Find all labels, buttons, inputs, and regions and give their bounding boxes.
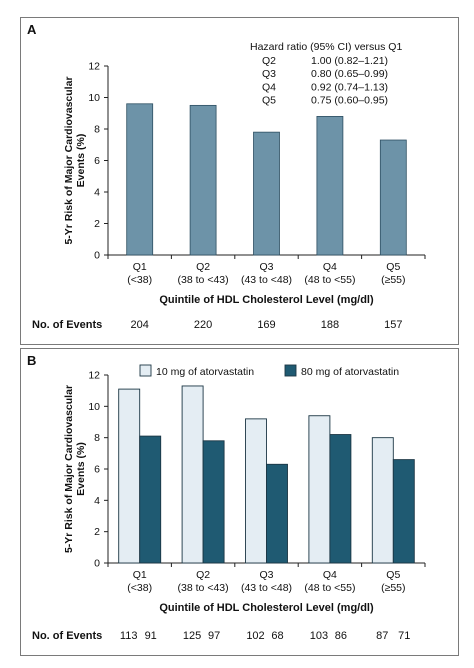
panel-a-bar-q4: [316, 116, 344, 256]
hazard-ratio-value: 0.75 (0.60–0.95): [311, 95, 388, 107]
panel-a-x-tick-label: Q4: [323, 261, 337, 273]
panel-b-bar-80mg-q1: [139, 435, 162, 564]
panel-a-bar-q2: [189, 104, 217, 256]
panel-b-y-tick-label: 4: [94, 495, 100, 507]
panel-a-x-tick-range: (≥55): [381, 274, 405, 286]
panel-a-y-axis-label-line: 5-Yr Risk of Major Cardiovascular: [63, 76, 75, 244]
panel-b-events-80mg: 86: [335, 630, 347, 642]
panel-a-bar-q5: [379, 139, 407, 256]
panel-b-bar-10mg-q4: [308, 415, 331, 564]
panel-b-x-tick-label: Q4: [323, 569, 337, 581]
panel-b-x-tick-range: (38 to <43): [178, 582, 229, 594]
panel-b-letter: B: [27, 353, 36, 368]
hazard-ratio-quintile: Q5: [262, 95, 276, 107]
panel-a-events-count: 188: [321, 319, 339, 331]
panel-a-events-count: 204: [131, 319, 149, 331]
panel-b-x-tick-label: Q5: [386, 569, 400, 581]
panel-a-frame: [20, 17, 459, 345]
legend-label-80mg: 80 mg of atorvastatin: [301, 366, 399, 378]
panel-a-y-axis-label: 5-Yr Risk of Major CardiovascularEvents …: [63, 76, 87, 244]
hazard-ratio-quintile: Q4: [262, 81, 276, 93]
panel-b-bar-80mg-q2: [202, 440, 225, 564]
legend-label-10mg: 10 mg of atorvastatin: [156, 366, 254, 378]
panel-a-events-label: No. of Events: [32, 319, 102, 331]
panel-b-events-80mg: 91: [145, 630, 157, 642]
panel-a-bar-q3: [253, 131, 280, 256]
panel-a-y-tick-label: 6: [94, 155, 100, 167]
panel-b-events-10mg: 102: [246, 630, 264, 642]
hazard-ratio-value: 1.00 (0.82–1.21): [311, 55, 388, 67]
panel-b-x-tick-range: (48 to <55): [304, 582, 355, 594]
panel-b-y-tick-label: 2: [94, 526, 100, 538]
panel-b-y-tick-label: 10: [88, 401, 100, 413]
panel-a-y-tick-label: 8: [94, 124, 100, 136]
panel-b-bar-10mg-q1: [118, 388, 141, 564]
panel-b-events-10mg: 87: [376, 630, 388, 642]
panel-a-x-axis-label: Quintile of HDL Cholesterol Level (mg/dl…: [159, 294, 374, 306]
panel-a-events-count: 169: [257, 319, 275, 331]
panel-b-y-tick-label: 0: [94, 558, 100, 570]
panel-b-x-tick-range: (43 to <48): [241, 582, 292, 594]
panel-b-events-10mg: 113: [120, 630, 138, 642]
panel-b-y-tick-label: 12: [88, 370, 100, 382]
panel-a-y-tick-label: 2: [94, 218, 100, 230]
panel-b-x-tick-label: Q2: [196, 569, 210, 581]
panel-a-y-axis-label-line: Events (%): [75, 134, 87, 188]
panel-b-x-tick-label: Q3: [259, 569, 273, 581]
panel-a-x-tick-label: Q3: [259, 261, 273, 273]
panel-b-events-80mg: 68: [271, 630, 283, 642]
panel-b-bar-10mg-q2: [181, 385, 204, 564]
hazard-ratio-quintile: Q2: [262, 55, 276, 67]
panel-b-x-tick-label: Q1: [133, 569, 147, 581]
panel-a-x-tick-label: Q2: [196, 261, 210, 273]
panel-b-events-10mg: 125: [183, 630, 201, 642]
panel-b-events-label: No. of Events: [32, 630, 102, 642]
panel-a-events-count: 220: [194, 319, 212, 331]
hazard-ratio-quintile: Q3: [262, 68, 276, 80]
panel-b-events-10mg: 103: [310, 630, 328, 642]
legend-swatch-80mg: [284, 364, 297, 377]
panel-b-x-tick-range: (≥55): [381, 582, 405, 594]
panel-b-y-axis-label: 5-Yr Risk of Major CardiovascularEvents …: [63, 385, 87, 553]
panel-a-x-tick-range: (<38): [127, 274, 152, 286]
panel-b-y-axis-label-line: Events (%): [75, 442, 87, 496]
panel-a-x-tick-range: (38 to <43): [178, 274, 229, 286]
panel-b-events-80mg: 71: [398, 630, 410, 642]
panel-a-y-tick-label: 0: [94, 250, 100, 262]
panel-b-events-80mg: 97: [208, 630, 220, 642]
panel-a-x-tick-label: Q5: [386, 261, 400, 273]
panel-a-y-tick-label: 12: [88, 61, 100, 73]
hazard-ratio-value: 0.80 (0.65–0.99): [311, 68, 388, 80]
panel-b-bar-80mg-q5: [392, 459, 415, 564]
panel-a-events-count: 157: [384, 319, 402, 331]
legend-swatch-10mg: [139, 364, 152, 377]
panel-b-y-tick-label: 8: [94, 432, 100, 444]
panel-b-x-tick-range: (<38): [127, 582, 152, 594]
panel-a-letter: A: [27, 22, 37, 37]
panel-b-y-tick-label: 6: [94, 464, 100, 476]
panel-a-y-tick-label: 10: [88, 92, 100, 104]
hazard-ratio-value: 0.92 (0.74–1.13): [311, 81, 388, 93]
panel-a-bar-q1: [126, 103, 154, 256]
hazard-ratio-title: Hazard ratio (95% CI) versus Q1: [250, 41, 402, 53]
panel-b-bar-80mg-q3: [266, 463, 288, 564]
panel-b-y-axis-label-line: 5-Yr Risk of Major Cardiovascular: [63, 385, 75, 553]
panel-b-bar-10mg-q3: [245, 418, 267, 564]
panel-b-x-axis-label: Quintile of HDL Cholesterol Level (mg/dl…: [159, 602, 374, 614]
panel-a-x-tick-range: (43 to <48): [241, 274, 292, 286]
panel-b-frame: [20, 348, 459, 656]
panel-a-x-tick-range: (48 to <55): [304, 274, 355, 286]
panel-b-bar-10mg-q5: [371, 437, 394, 564]
panel-a-x-tick-label: Q1: [133, 261, 147, 273]
panel-b-bar-80mg-q4: [329, 434, 352, 564]
panel-a-y-tick-label: 4: [94, 187, 100, 199]
